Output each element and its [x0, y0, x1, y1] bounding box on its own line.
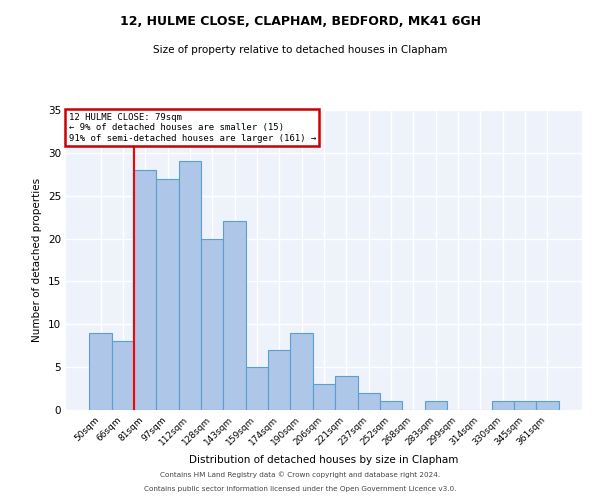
Bar: [358, 393, 380, 410]
Bar: [89, 333, 112, 410]
Y-axis label: Number of detached properties: Number of detached properties: [32, 178, 43, 342]
Bar: [201, 238, 223, 410]
Text: Contains public sector information licensed under the Open Government Licence v3: Contains public sector information licen…: [144, 486, 456, 492]
Bar: [335, 376, 358, 410]
Bar: [425, 402, 447, 410]
Bar: [157, 178, 179, 410]
Bar: [313, 384, 335, 410]
Bar: [290, 333, 313, 410]
Bar: [223, 222, 246, 410]
Bar: [514, 402, 536, 410]
X-axis label: Distribution of detached houses by size in Clapham: Distribution of detached houses by size …: [190, 456, 458, 466]
Bar: [380, 402, 402, 410]
Bar: [268, 350, 290, 410]
Bar: [491, 402, 514, 410]
Text: 12, HULME CLOSE, CLAPHAM, BEDFORD, MK41 6GH: 12, HULME CLOSE, CLAPHAM, BEDFORD, MK41 …: [119, 15, 481, 28]
Bar: [246, 367, 268, 410]
Bar: [536, 402, 559, 410]
Text: Contains HM Land Registry data © Crown copyright and database right 2024.: Contains HM Land Registry data © Crown c…: [160, 471, 440, 478]
Bar: [134, 170, 157, 410]
Text: 12 HULME CLOSE: 79sqm
← 9% of detached houses are smaller (15)
91% of semi-detac: 12 HULME CLOSE: 79sqm ← 9% of detached h…: [68, 113, 316, 143]
Bar: [179, 162, 201, 410]
Text: Size of property relative to detached houses in Clapham: Size of property relative to detached ho…: [153, 45, 447, 55]
Bar: [112, 342, 134, 410]
